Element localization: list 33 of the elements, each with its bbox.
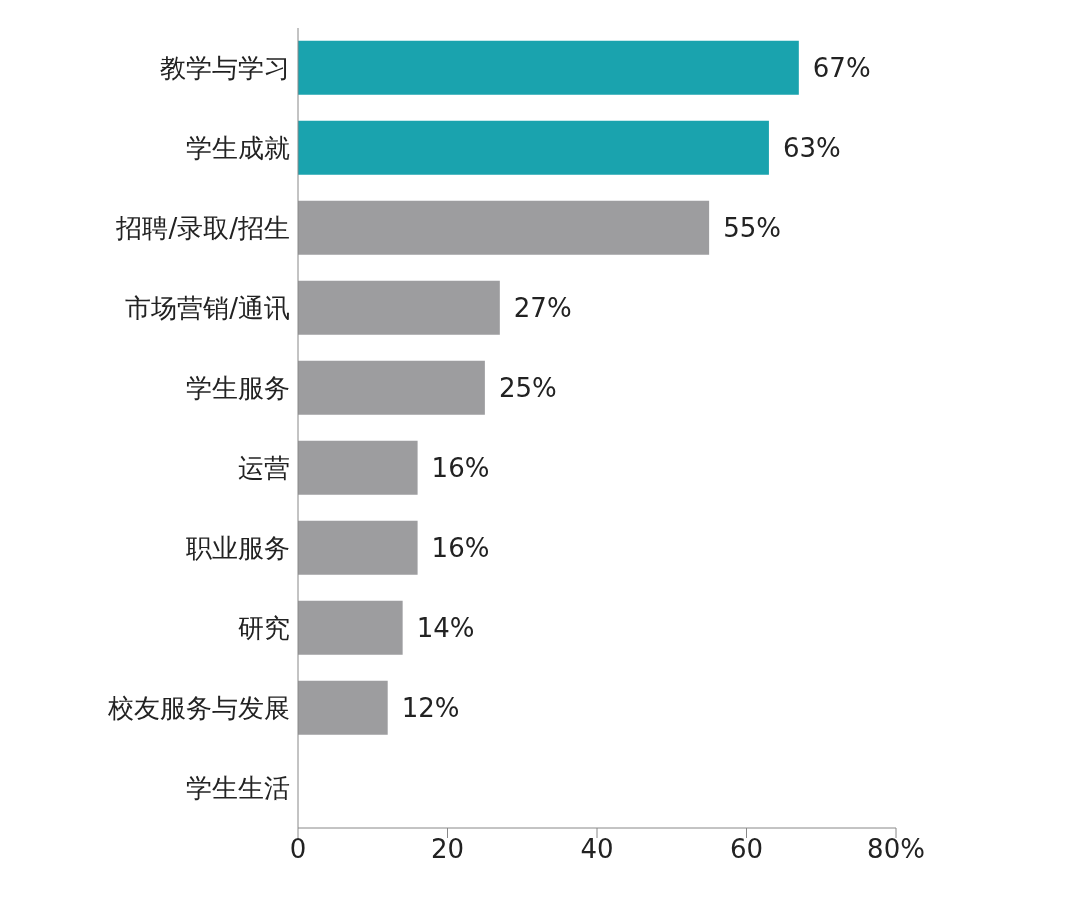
data-label: 12% bbox=[401, 693, 460, 724]
bar bbox=[298, 680, 388, 735]
data-label: 16% bbox=[431, 533, 490, 564]
data-label: 27% bbox=[513, 293, 572, 324]
data-label: 16% bbox=[431, 453, 490, 484]
y-tick-label: 研究 bbox=[238, 613, 290, 644]
y-tick-label: 招聘/录取/招生 bbox=[115, 213, 290, 244]
x-tick-label: 60 bbox=[729, 834, 764, 865]
y-tick-label: 学生生活 bbox=[186, 773, 290, 804]
bar bbox=[298, 440, 418, 495]
bar bbox=[298, 520, 418, 575]
bar bbox=[298, 600, 403, 655]
y-tick-label: 学生服务 bbox=[186, 373, 290, 404]
data-label: 63% bbox=[782, 133, 841, 164]
data-label: 25% bbox=[498, 373, 557, 404]
y-tick-label: 职业服务 bbox=[186, 533, 290, 564]
bar bbox=[298, 120, 769, 175]
x-tick-label: 80% bbox=[867, 834, 925, 865]
x-tick-label: 0 bbox=[289, 834, 307, 865]
bar bbox=[298, 360, 485, 415]
bar bbox=[298, 40, 799, 95]
y-tick-label: 运营 bbox=[238, 453, 290, 484]
x-tick-label: 40 bbox=[580, 834, 614, 865]
data-label: 55% bbox=[723, 213, 781, 244]
bar bbox=[298, 200, 710, 255]
data-label: 67% bbox=[812, 53, 871, 84]
y-tick-label: 校友服务与发展 bbox=[107, 693, 290, 724]
y-tick-label: 教学与学习 bbox=[160, 53, 290, 84]
data-label: 14% bbox=[416, 613, 475, 644]
y-tick-label: 市场营销/通讯 bbox=[125, 293, 290, 324]
x-tick-label: 20 bbox=[430, 834, 465, 865]
bar bbox=[298, 280, 500, 335]
y-tick-label: 学生成就 bbox=[186, 133, 290, 164]
